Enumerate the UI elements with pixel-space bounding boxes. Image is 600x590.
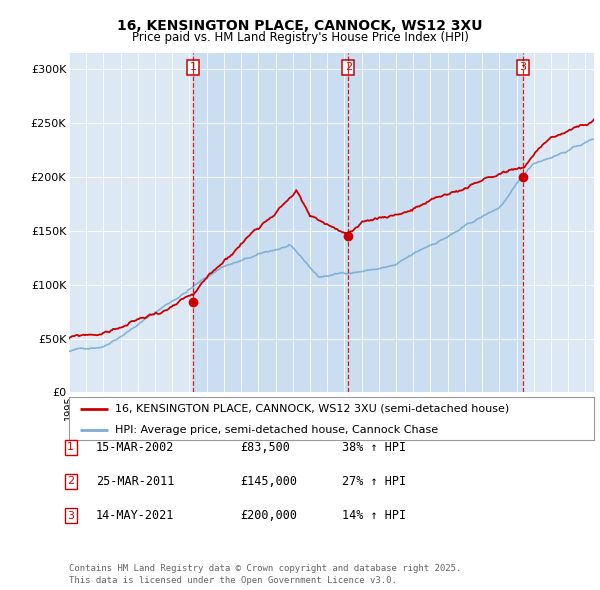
Text: 14-MAY-2021: 14-MAY-2021 (96, 509, 175, 522)
Text: 27% ↑ HPI: 27% ↑ HPI (342, 475, 406, 488)
Bar (349, 53, 523, 392)
Text: 16, KENSINGTON PLACE, CANNOCK, WS12 3XU (semi-detached house): 16, KENSINGTON PLACE, CANNOCK, WS12 3XU … (115, 404, 509, 414)
Text: 16, KENSINGTON PLACE, CANNOCK, WS12 3XU: 16, KENSINGTON PLACE, CANNOCK, WS12 3XU (117, 19, 483, 33)
Text: £145,000: £145,000 (240, 475, 297, 488)
Text: 25-MAR-2011: 25-MAR-2011 (96, 475, 175, 488)
Text: 3: 3 (520, 62, 526, 72)
Text: 2: 2 (345, 62, 352, 72)
Text: 1: 1 (67, 442, 74, 452)
Text: 2: 2 (67, 477, 74, 486)
Text: £83,500: £83,500 (240, 441, 290, 454)
Text: HPI: Average price, semi-detached house, Cannock Chase: HPI: Average price, semi-detached house,… (115, 425, 439, 435)
Text: Price paid vs. HM Land Registry's House Price Index (HPI): Price paid vs. HM Land Registry's House … (131, 31, 469, 44)
Bar (193, 53, 349, 392)
Text: 3: 3 (67, 511, 74, 520)
Text: Contains HM Land Registry data © Crown copyright and database right 2025.
This d: Contains HM Land Registry data © Crown c… (69, 565, 461, 585)
Text: 15-MAR-2002: 15-MAR-2002 (96, 441, 175, 454)
Text: 38% ↑ HPI: 38% ↑ HPI (342, 441, 406, 454)
Text: £200,000: £200,000 (240, 509, 297, 522)
Text: 1: 1 (190, 62, 197, 72)
Text: 14% ↑ HPI: 14% ↑ HPI (342, 509, 406, 522)
